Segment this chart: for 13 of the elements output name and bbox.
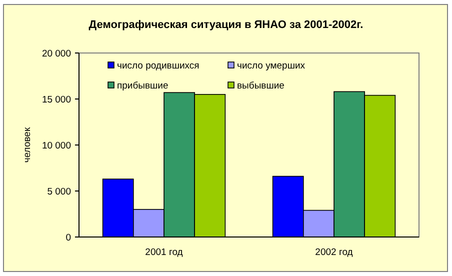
legend-label: выбывшие bbox=[237, 80, 284, 92]
legend-label: число умерших bbox=[237, 60, 306, 72]
x-tick-label: 2001 год bbox=[145, 247, 184, 258]
x-tick-label: 2002 год bbox=[315, 247, 354, 258]
chart-title: Демографическая ситуация в ЯНАО за 2001-2002г. bbox=[88, 19, 364, 31]
y-tick-label: 0 bbox=[66, 232, 71, 244]
y-tick-label: 15 000 bbox=[42, 94, 71, 106]
legend-label: прибывшие bbox=[117, 80, 168, 92]
y-tick-label: 20 000 bbox=[42, 48, 71, 60]
y-tick-label: 5 000 bbox=[47, 186, 71, 198]
y-tick-label: 10 000 bbox=[42, 140, 71, 152]
legend-label: число родившихся bbox=[117, 60, 200, 72]
y-axis-title: человек bbox=[22, 126, 33, 163]
